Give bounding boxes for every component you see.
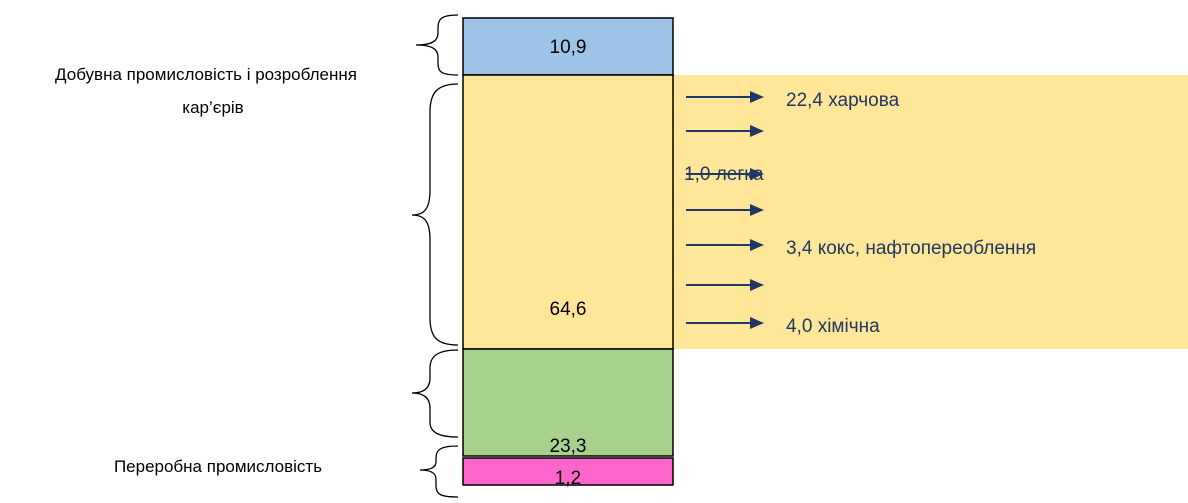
breakdown-arrow-head bbox=[750, 239, 764, 251]
segment-energy bbox=[462, 348, 674, 457]
label-mining-line1: Добувна промисловість і розроблення bbox=[55, 65, 357, 84]
label-processing-industry: Переробна промисловість bbox=[114, 457, 322, 476]
label-mining-line2: кар’єрів bbox=[182, 98, 243, 117]
brace-water bbox=[419, 445, 459, 498]
breakdown-label: 22,4 харчова bbox=[786, 90, 900, 111]
breakdown-arrow-head bbox=[750, 125, 764, 137]
breakdown-arrow-head bbox=[750, 279, 764, 291]
breakdown-label: 3,4 кокс, нафтопереоблення bbox=[786, 238, 1036, 259]
segment-processing-value: 64,6 bbox=[550, 299, 587, 320]
segment-mining-value: 10,9 bbox=[550, 37, 587, 58]
segment-mining bbox=[462, 17, 674, 76]
segment-water-value: 1,2 bbox=[555, 468, 581, 489]
breakdown-label: 1,0 легка bbox=[684, 164, 764, 185]
breakdown-arrow-head bbox=[750, 168, 764, 180]
segment-energy-value: 23,3 bbox=[550, 436, 587, 457]
breakdown-label: 4,0 хімічна bbox=[786, 316, 880, 337]
breakdown-arrow-head bbox=[750, 91, 764, 103]
brace-energy bbox=[411, 349, 459, 438]
segment-processing bbox=[462, 74, 674, 350]
breakdown-arrow-head bbox=[750, 317, 764, 329]
brace-processing bbox=[411, 83, 459, 346]
breakdown-arrow-head bbox=[750, 204, 764, 216]
breakdown-arrows: 22,4 харчова 1,0 легка 3,4 кокс, нафтопере… bbox=[684, 90, 1036, 337]
brace-mining bbox=[415, 14, 459, 76]
segment-water bbox=[462, 457, 674, 486]
